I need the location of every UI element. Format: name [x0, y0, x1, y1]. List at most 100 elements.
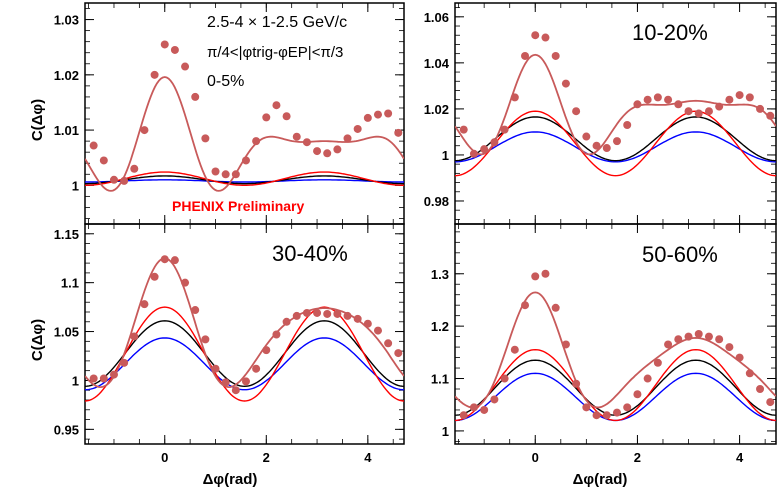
- plot-area: [455, 269, 776, 422]
- data-point: [109, 175, 118, 184]
- data-point: [252, 364, 261, 373]
- data-point: [592, 411, 601, 420]
- data-point: [592, 141, 601, 150]
- data-point: [170, 256, 179, 265]
- y-tick-label: 0.98: [424, 194, 449, 209]
- data-point: [140, 300, 149, 309]
- data-point: [664, 95, 673, 104]
- x-tick-label: 2: [263, 450, 270, 465]
- data-point: [221, 170, 230, 179]
- flow-lower-curve: [85, 179, 404, 183]
- data-point: [313, 147, 322, 156]
- y-tick-label: 1: [72, 373, 79, 388]
- x-tick-label: 2: [634, 450, 641, 465]
- data-point: [353, 314, 362, 323]
- data-point: [623, 403, 632, 412]
- data-point: [469, 149, 478, 158]
- centrality-label: 50-60%: [642, 242, 718, 267]
- data-point: [99, 156, 108, 165]
- data-point: [150, 272, 159, 281]
- data-point: [394, 128, 403, 137]
- data-point: [459, 411, 468, 420]
- flow-upper-curve: [455, 348, 776, 422]
- data-point: [664, 340, 673, 349]
- data-point: [201, 134, 210, 143]
- data-point: [120, 176, 129, 185]
- data-point: [500, 374, 509, 383]
- plot-area: [455, 31, 776, 177]
- flow-curve: [455, 359, 776, 416]
- plot-frame: [84, 2, 405, 225]
- y-tick-label: 1.04: [424, 56, 450, 71]
- data-point: [262, 346, 271, 355]
- data-point: [704, 107, 713, 116]
- y-axis-label-top: C(Δφ): [29, 99, 46, 141]
- data-point: [745, 369, 754, 378]
- data-point: [633, 390, 642, 399]
- panel-top-left: 1 1.01 1.02 1.03 2.5-4 × 1-2.5 GeV/c π/4<|φtr…: [54, 2, 405, 225]
- data-point: [160, 40, 169, 49]
- data-point: [561, 79, 570, 88]
- data-point: [602, 144, 611, 153]
- y-tick-label: 1.05: [54, 325, 79, 340]
- data-point: [120, 358, 129, 367]
- data-point: [201, 335, 210, 344]
- data-point: [384, 109, 393, 118]
- y-tick-label: 1.01: [54, 123, 79, 138]
- data-point: [643, 95, 652, 104]
- data-point: [510, 93, 519, 102]
- x-axis-label-left: Δφ(rad): [203, 471, 258, 488]
- data-point: [745, 93, 754, 102]
- data-point: [363, 319, 372, 328]
- data-point: [384, 339, 393, 348]
- data-point: [725, 343, 734, 352]
- y-tick-label: 0.95: [54, 422, 79, 437]
- panel-top-right: 0.98 1 1.02 1.04 1.06 10-20%: [424, 2, 777, 225]
- data-point: [735, 91, 744, 100]
- plot-frame: [454, 2, 777, 225]
- data-point: [735, 353, 744, 362]
- plot-frame: [84, 223, 405, 445]
- data-point: [333, 309, 342, 318]
- y-tick-label: 1.02: [424, 102, 449, 117]
- flow-upper-curve: [85, 171, 404, 186]
- data-point: [109, 370, 118, 379]
- plot-area: [85, 40, 404, 192]
- data-point: [252, 137, 261, 146]
- kinematics-annotation: 2.5-4 × 1-2.5 GeV/c: [207, 14, 347, 31]
- data-point: [541, 33, 550, 42]
- y-tick-label: 1: [72, 178, 79, 193]
- data-point: [323, 309, 332, 318]
- data-point: [623, 121, 632, 130]
- data-point: [313, 308, 322, 317]
- centrality-label: 30-40%: [272, 241, 348, 266]
- figure-labels: C(Δφ) C(Δφ) Δφ(rad) Δφ(rad) PHENIX Preli…: [29, 99, 627, 488]
- data-point: [469, 403, 478, 412]
- data-point: [480, 145, 489, 154]
- y-tick-label: 1.1: [61, 276, 79, 291]
- plot-frame: [454, 223, 777, 445]
- data-point: [272, 101, 281, 110]
- data-point: [541, 269, 550, 278]
- data-point: [191, 92, 200, 101]
- panel-bottom-right: 1 1.1 1.2 1.3 0 2 4 50-60%: [431, 223, 777, 465]
- data-point: [353, 124, 362, 133]
- data-point: [241, 377, 250, 386]
- data-point: [561, 340, 570, 349]
- y-tick-label: 1.3: [431, 267, 449, 282]
- data-point: [282, 112, 291, 121]
- flow-upper-curve: [455, 110, 776, 177]
- angle-window-annotation: π/4<|φtrig-φEP|<π/3: [207, 44, 343, 61]
- data-point: [612, 408, 621, 417]
- fit-curve: [85, 257, 404, 389]
- y-tick-label: 1.02: [54, 68, 79, 83]
- x-tick-label: 0: [161, 450, 168, 465]
- data-point: [612, 137, 621, 146]
- data-point: [674, 100, 683, 109]
- data-point: [572, 379, 581, 388]
- data-point: [480, 405, 489, 414]
- flow-lower-curve: [85, 337, 404, 391]
- data-point: [170, 45, 179, 54]
- data-point: [292, 311, 301, 320]
